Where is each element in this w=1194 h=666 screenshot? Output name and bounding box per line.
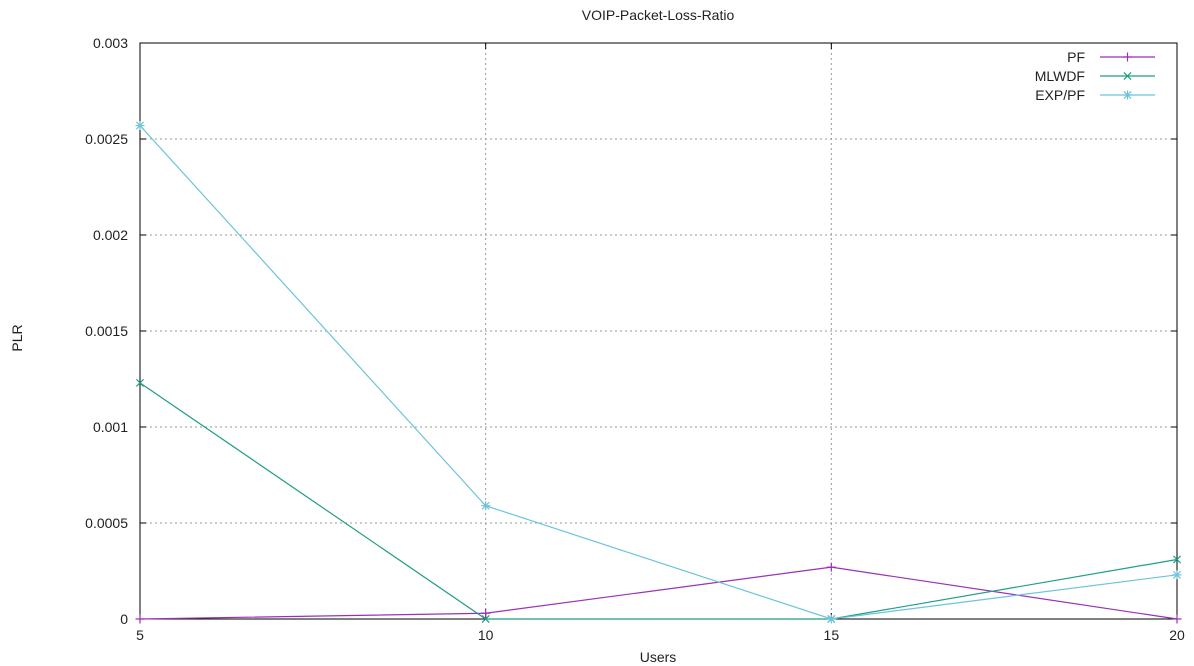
x-tick-label: 20 [1169,627,1185,643]
chart-title: VOIP-Packet-Loss-Ratio [582,7,735,23]
x-axis-label: Users [640,649,677,665]
y-tick-label: 0.0005 [85,515,128,531]
axis-ticks: 0 0.0005 0.001 0.0015 0.002 0.0025 0.003 5 10 15 2… [85,35,1185,643]
legend-label: MLWDF [1035,68,1085,84]
data-point-exp-pf [827,614,836,624]
series-line-mlwdf [139,382,1178,620]
grid-lines [140,43,1177,619]
data-point-mlwdf [481,614,490,624]
y-tick-label: 0.0025 [85,131,128,147]
series-exp-pf [135,121,1182,624]
data-point-exp-pf [135,121,145,130]
y-axis-label: PLR [9,324,25,351]
legend-marker-mlwdf [1123,71,1132,81]
data-series [135,121,1182,624]
y-tick-label: 0.0015 [85,323,128,339]
series-line-pf [139,566,1178,620]
legend-item-mlwdf: MLWDF [1035,68,1155,84]
legend-label: PF [1067,49,1085,65]
data-point-exp-pf [481,501,490,510]
y-tick-label: 0.003 [93,35,128,51]
legend-label: EXP/PF [1035,87,1085,103]
y-tick-label: 0.002 [93,227,128,243]
x-tick-label: 5 [136,627,144,643]
legend-item-pf: PF [1067,49,1155,65]
series-mlwdf [135,378,1182,624]
x-tick-label: 10 [478,627,494,643]
legend-item-exp-pf: EXP/PF [1035,87,1155,103]
series-line-exp-pf [139,125,1178,620]
data-point-mlwdf [135,378,145,387]
x-tick-label: 15 [824,627,840,643]
y-tick-label: 0 [120,611,128,627]
y-tick-label: 0.001 [93,419,128,435]
data-point-exp-pf [1172,570,1182,579]
legend-marker-exp-pf [1123,90,1132,100]
legend: PF MLWDF EXP/PF [1035,49,1155,103]
series-pf [135,562,1182,624]
data-point-mlwdf [1172,555,1182,564]
